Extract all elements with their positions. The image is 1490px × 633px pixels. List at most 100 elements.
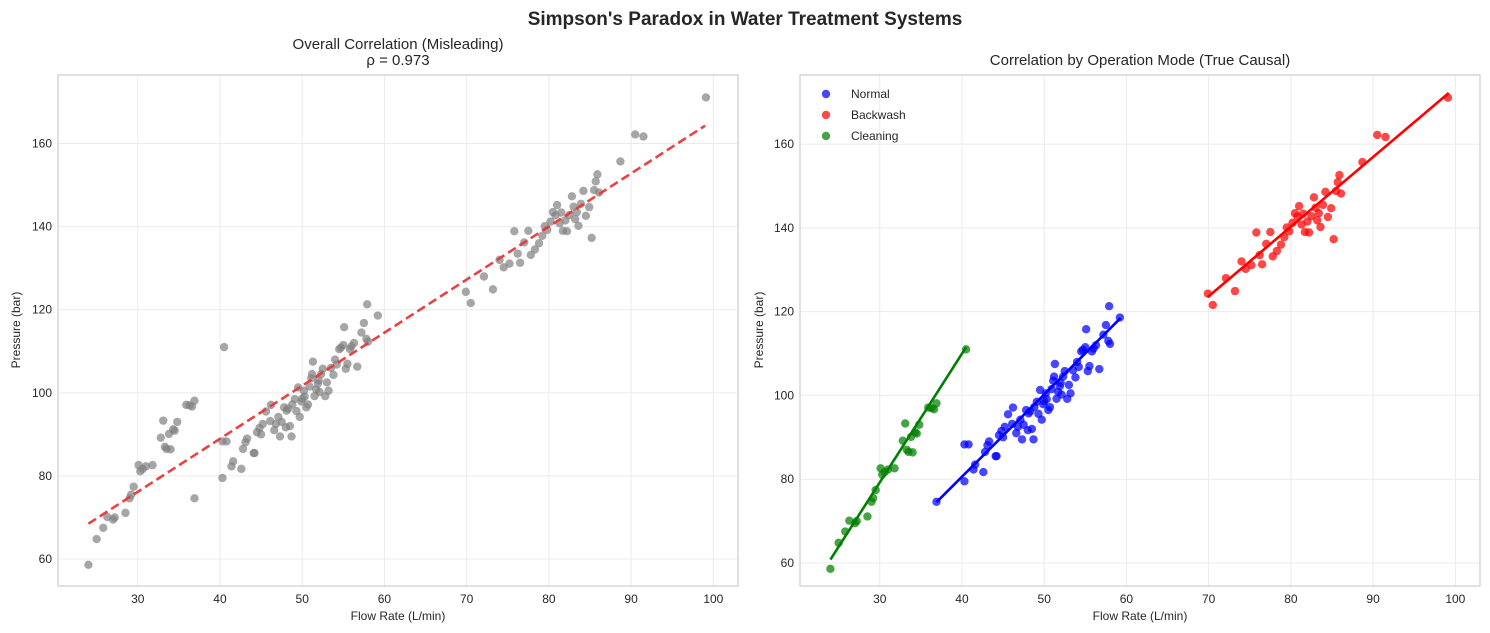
overall-data-point [574,221,583,231]
overall-data-point [530,245,540,254]
by-mode-fits [829,92,1450,561]
by-mode-x-tick-label: 70 [1202,592,1216,606]
overall-x-tick-label: 40 [213,592,227,606]
overall-data-point [510,227,519,236]
overall-data-point [159,416,168,425]
overall-data-point [587,233,596,243]
cleaning-regression-line [829,346,968,561]
backwash-data-point [1307,211,1316,221]
normal-data-point [1017,435,1027,444]
overall-data-point [616,157,625,166]
overall-data-point [322,378,332,387]
legend-marker-backwash [821,110,831,120]
overall-y-tick-label: 140 [32,220,52,234]
overall-data-point [290,394,300,404]
legend-label-backwash: Backwash [851,108,906,122]
overall-x-tick-label: 30 [131,592,145,606]
overall-data-point [92,534,101,544]
overall-data-point [256,430,266,439]
overall-fit [87,124,706,525]
by-mode-x-tick-label: 30 [873,592,887,606]
normal-data-point [1104,302,1114,311]
overall-data-point [343,359,352,368]
backwash-data-point [1237,257,1246,266]
by-mode-x-tick-label: 90 [1366,592,1380,606]
overall-data-point [275,432,285,441]
by-mode-plot-frame [799,74,1481,587]
overall-data-point [631,130,640,139]
overall-data-point [303,400,313,409]
by-mode-x-tick-label: 100 [1445,592,1465,606]
overall-y-axis-label: Pressure (bar) [9,292,23,369]
overall-data-point [567,192,577,201]
overall-x-tick-label: 70 [460,592,474,606]
overall-data-point [513,249,522,258]
normal-data-point [964,440,973,449]
cleaning-data-point [932,399,941,408]
overall-data-point [579,186,588,196]
overall-ticks: 30 40 50 60 70 80 90 100 60 80 100 120 140 160 [32,137,724,606]
overall-data-point [170,426,179,435]
overall-correlation-panel: Overall Correlation (Misleading) ρ = 0.9… [9,36,739,623]
backwash-data-point [1208,300,1217,310]
backwash-data-point [1252,228,1261,237]
backwash-data-point [1323,212,1333,222]
overall-x-axis-label: Flow Rate (L/min) [351,609,446,623]
overall-plot-frame [57,74,739,587]
backwash-data-point [1335,170,1344,180]
normal-data-point [1042,394,1051,404]
overall-data-point [339,322,349,332]
overall-y-tick-label: 160 [32,137,52,151]
normal-data-point [1029,435,1038,444]
by-mode-points [826,93,1453,574]
overall-panel-title: Overall Correlation (Misleading) [293,36,504,53]
overall-data-point [581,211,591,221]
overall-data-point [562,227,572,236]
overall-data-point [228,457,238,466]
overall-data-point [488,285,498,294]
by-mode-x-tick-label: 80 [1284,592,1298,606]
cleaning-data-point [890,464,899,473]
by-mode-x-axis-label: Flow Rate (L/min) [1093,609,1188,623]
overall-data-point [593,170,602,179]
overall-x-tick-label: 60 [378,592,392,606]
overall-data-point [373,311,383,320]
overall-x-tick-label: 100 [703,592,723,606]
cleaning-data-point [912,429,921,438]
normal-data-point [1000,422,1009,432]
legend-label-normal: Normal [851,87,890,101]
overall-data-point [594,188,604,197]
overall-y-tick-label: 100 [32,386,52,400]
by-mode-ticks: 30 40 50 60 70 80 90 100 60 80 100 120 140 160 [774,137,1466,606]
overall-panel-subtitle: ρ = 0.973 [366,52,429,69]
overall-data-point [287,432,296,441]
by-mode-grid [800,75,1480,586]
overall-data-point [329,370,338,380]
by-mode-x-tick-label: 50 [1038,592,1052,606]
by-mode-y-tick-label: 160 [774,137,794,151]
cleaning-data-point [908,448,917,457]
overall-data-point [258,419,267,429]
overall-data-point [639,132,648,141]
overall-data-point [219,342,229,352]
backwash-regression-line [1206,92,1450,298]
normal-data-point [992,451,1001,461]
overall-data-point [359,318,369,328]
normal-data-point [1101,320,1111,330]
overall-data-point [552,200,562,210]
overall-data-point [121,508,130,518]
by-mode-x-tick-label: 40 [955,592,969,606]
overall-data-point [353,362,362,371]
overall-x-tick-label: 80 [542,592,556,606]
overall-data-point [557,208,566,217]
by-mode-panel: Correlation by Operation Mode (True Caus… [752,52,1481,623]
overall-data-point [572,207,582,217]
overall-data-point [173,417,182,427]
overall-data-point [524,226,533,235]
overall-data-point [701,93,711,102]
backwash-data-point [1276,240,1286,249]
overall-data-point [466,298,475,308]
overall-data-point [515,258,525,267]
normal-data-point [1071,373,1080,382]
